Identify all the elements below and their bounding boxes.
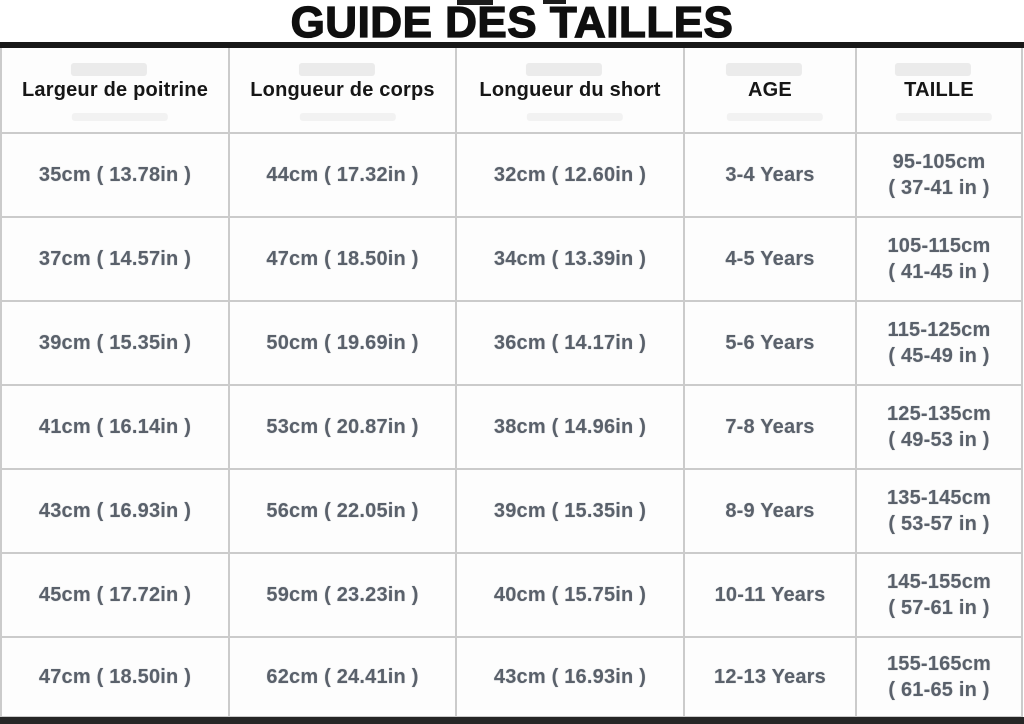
cell-body-length: 50cm ( 19.69in ) bbox=[228, 300, 457, 386]
cell-body-length: 53cm ( 20.87in ) bbox=[228, 384, 457, 470]
size-in: ( 61-65 in ) bbox=[888, 679, 990, 701]
cell-body-length: 62cm ( 24.41in ) bbox=[228, 636, 457, 718]
cell-short-length: 36cm ( 14.17in ) bbox=[455, 300, 685, 386]
cell-age: 4-5 Years bbox=[683, 216, 857, 302]
cell-size: 105-115cm ( 41-45 in ) bbox=[855, 216, 1023, 302]
cell-size: 135-145cm ( 53-57 in ) bbox=[855, 468, 1023, 554]
title-divider-bar bbox=[0, 42, 1024, 48]
cell-chest-width: 43cm ( 16.93in ) bbox=[0, 468, 230, 554]
cell-chest-width: 37cm ( 14.57in ) bbox=[0, 216, 230, 302]
cell-chest-width: 47cm ( 18.50in ) bbox=[0, 636, 230, 718]
header-row: Largeur de poitrine Longueur de corps Lo… bbox=[0, 48, 1023, 134]
size-cm: 125-135cm bbox=[886, 403, 992, 425]
cell-chest-width: 39cm ( 15.35in ) bbox=[0, 300, 230, 386]
size-guide-table: Largeur de poitrine Longueur de corps Lo… bbox=[0, 48, 1023, 718]
table-row: 39cm ( 15.35in ) 50cm ( 19.69in ) 36cm (… bbox=[0, 300, 1023, 386]
cell-body-length: 47cm ( 18.50in ) bbox=[228, 216, 457, 302]
cell-size: 155-165cm ( 61-65 in ) bbox=[855, 636, 1023, 718]
cell-short-length: 43cm ( 16.93in ) bbox=[455, 636, 685, 718]
cell-size: 145-155cm ( 57-61 in ) bbox=[855, 552, 1023, 638]
cell-size: 115-125cm ( 45-49 in ) bbox=[855, 300, 1023, 386]
cell-body-length: 56cm ( 22.05in ) bbox=[228, 468, 457, 554]
cell-age: 12-13 Years bbox=[683, 636, 857, 718]
size-in: ( 45-49 in ) bbox=[888, 345, 990, 367]
cell-size: 125-135cm ( 49-53 in ) bbox=[855, 384, 1023, 470]
column-header-chest-width: Largeur de poitrine bbox=[0, 48, 230, 134]
table-row: 43cm ( 16.93in ) 56cm ( 22.05in ) 39cm (… bbox=[0, 468, 1023, 554]
size-cm: 155-165cm bbox=[886, 653, 992, 675]
table-row: 47cm ( 18.50in ) 62cm ( 24.41in ) 43cm (… bbox=[0, 636, 1023, 718]
size-in: ( 49-53 in ) bbox=[888, 429, 990, 451]
size-cm: 105-115cm bbox=[887, 235, 991, 257]
table-row: 35cm ( 13.78in ) 44cm ( 17.32in ) 32cm (… bbox=[0, 132, 1023, 218]
size-cm: 145-155cm bbox=[886, 571, 992, 593]
size-in: ( 41-45 in ) bbox=[888, 261, 990, 283]
cropped-text-artifact bbox=[457, 0, 493, 5]
page-title: GUIDE DES TAILLES bbox=[290, 0, 734, 47]
bottom-bar bbox=[0, 717, 1024, 724]
cell-chest-width: 41cm ( 16.14in ) bbox=[0, 384, 230, 470]
cell-body-length: 59cm ( 23.23in ) bbox=[228, 552, 457, 638]
table-row: 41cm ( 16.14in ) 53cm ( 20.87in ) 38cm (… bbox=[0, 384, 1023, 470]
cell-short-length: 34cm ( 13.39in ) bbox=[455, 216, 685, 302]
cell-body-length: 44cm ( 17.32in ) bbox=[228, 132, 457, 218]
cell-short-length: 40cm ( 15.75in ) bbox=[455, 552, 685, 638]
cell-short-length: 39cm ( 15.35in ) bbox=[455, 468, 685, 554]
cell-age: 7-8 Years bbox=[683, 384, 857, 470]
size-in: ( 37-41 in ) bbox=[888, 177, 990, 199]
cell-short-length: 32cm ( 12.60in ) bbox=[455, 132, 685, 218]
cell-age: 10-11 Years bbox=[683, 552, 857, 638]
cell-chest-width: 45cm ( 17.72in ) bbox=[0, 552, 230, 638]
cell-size: 95-105cm ( 37-41 in ) bbox=[855, 132, 1023, 218]
cell-chest-width: 35cm ( 13.78in ) bbox=[0, 132, 230, 218]
cropped-text-artifact bbox=[543, 0, 566, 4]
column-header-age: AGE bbox=[683, 48, 857, 134]
cell-age: 8-9 Years bbox=[683, 468, 857, 554]
column-header-short-length: Longueur du short bbox=[455, 48, 685, 134]
size-cm: 135-145cm bbox=[886, 487, 992, 509]
column-header-size: TAILLE bbox=[855, 48, 1023, 134]
table-row: 45cm ( 17.72in ) 59cm ( 23.23in ) 40cm (… bbox=[0, 552, 1023, 638]
cell-age: 3-4 Years bbox=[683, 132, 857, 218]
size-cm: 115-125cm bbox=[887, 319, 991, 341]
column-header-body-length: Longueur de corps bbox=[228, 48, 457, 134]
cell-short-length: 38cm ( 14.96in ) bbox=[455, 384, 685, 470]
size-in: ( 53-57 in ) bbox=[888, 513, 990, 535]
cell-age: 5-6 Years bbox=[683, 300, 857, 386]
table-row: 37cm ( 14.57in ) 47cm ( 18.50in ) 34cm (… bbox=[0, 216, 1023, 302]
size-in: ( 57-61 in ) bbox=[888, 597, 990, 619]
size-cm: 95-105cm bbox=[892, 151, 986, 173]
